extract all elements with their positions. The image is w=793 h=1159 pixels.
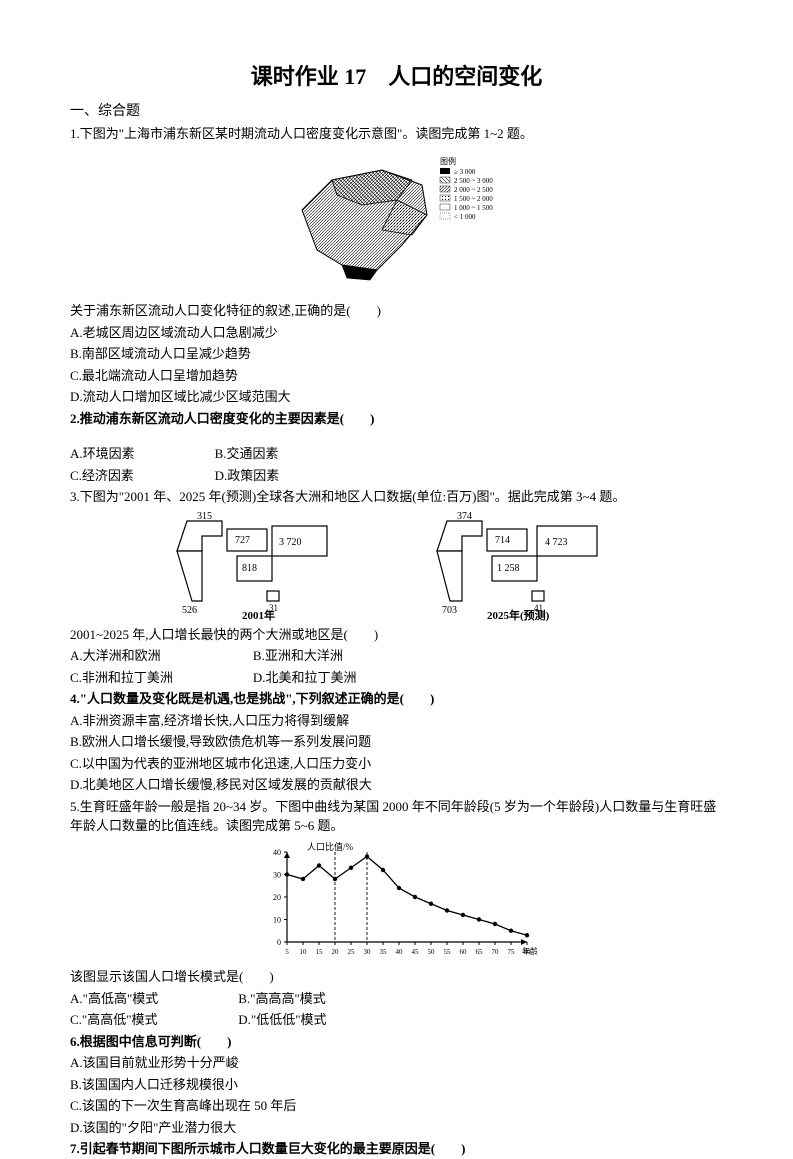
svg-text:2 500 ~ 3 000: 2 500 ~ 3 000 [454,177,493,185]
q1-opt-d: D.流动人口增加区域比减少区域范围大 [70,387,723,407]
q5-stem: 5.生育旺盛年龄一般是指 20~34 岁。下图中曲线为某国 2000 年不同年龄… [70,797,723,836]
q4-opt-c: C.以中国为代表的亚洲地区城市化迅速,人口压力变小 [70,754,723,774]
q1-opt-c: C.最北端流动人口呈增加趋势 [70,366,723,386]
q5-opt-d: D."低低低"模式 [238,1010,326,1030]
svg-text:年龄/岁: 年龄/岁 [522,946,537,956]
svg-text:374: 374 [457,511,472,522]
svg-text:3 720: 3 720 [279,537,302,548]
svg-text:< 1 000: < 1 000 [454,213,476,221]
q5-opt-a: A."高低高"模式 [70,989,158,1009]
svg-text:526: 526 [182,605,197,616]
q1-opt-a: A.老城区周边区域流动人口急剧减少 [70,323,723,343]
q6-opt-c: C.该国的下一次生育高峰出现在 50 年后 [70,1096,723,1116]
svg-text:35: 35 [379,948,387,956]
svg-text:人口比值/%: 人口比值/% [307,841,354,852]
q2-opt-a: A.环境因素 [70,444,135,464]
q6-opt-d: D.该国的"夕阳"产业潜力很大 [70,1118,723,1138]
svg-text:45: 45 [411,948,419,956]
q1-sub: 关于浦东新区流动人口变化特征的叙述,正确的是( ) [70,301,723,321]
svg-text:1 000 ~ 1 500: 1 000 ~ 1 500 [454,204,493,212]
q5-sub: 该图显示该国人口增长模式是( ) [70,967,723,987]
q2-opt-d: D.政策因素 [215,466,280,486]
svg-text:25: 25 [347,948,355,956]
q3-opt-d: D.北美和拉丁美洲 [253,668,357,688]
q3-sub: 2001~2025 年,人口增长最快的两个大洲或地区是( ) [70,625,723,645]
q3-opt-c: C.非洲和拉丁美洲 [70,668,173,688]
svg-text:70: 70 [491,948,499,956]
svg-text:1 500 ~ 2 000: 1 500 ~ 2 000 [454,195,493,203]
svg-text:30: 30 [363,948,371,956]
svg-text:10: 10 [299,948,307,956]
q4-opt-d: D.北美地区人口增长缓慢,移民对区域发展的贡献很大 [70,775,723,795]
q3-stem: 3.下图为"2001 年、2025 年(预测)全球各大洲和地区人口数据(单位:百… [70,487,723,507]
svg-text:714: 714 [495,535,510,546]
q1-stem: 1.下图为"上海市浦东新区某时期流动人口密度变化示意图"。读图完成第 1~2 题… [70,124,723,144]
q6-opt-a: A.该国目前就业形势十分严峻 [70,1053,723,1073]
svg-text:315: 315 [197,511,212,522]
q1-opt-b: B.南部区域流动人口呈减少趋势 [70,344,723,364]
q5-figure: 人口比值/% 0 10 20 30 40 5 10 15 20 25 30 35 40 45 50 55 60 65… [70,840,723,966]
svg-text:40: 40 [395,948,403,956]
svg-text:50: 50 [427,948,435,956]
svg-text:10: 10 [273,915,281,924]
q4-stem: 4."人口数量及变化既是机遇,也是挑战",下列叙述正确的是( ) [70,689,723,709]
svg-text:0: 0 [277,938,281,947]
q3-opt-b: B.亚洲和大洋洲 [253,646,357,666]
q6-opt-b: B.该国国内人口迁移规模很小 [70,1075,723,1095]
legend-title: 图例 [440,156,456,166]
svg-text:727: 727 [235,535,250,546]
q2-stem: 2.推动浦东新区流动人口密度变化的主要因素是( ) [70,409,723,429]
q3-figure: 315 526 727 818 3 720 31 2001年 374 703 [70,511,723,621]
svg-text:20: 20 [273,893,281,902]
svg-text:1 258: 1 258 [497,563,520,574]
svg-text:818: 818 [242,563,257,574]
svg-text:4 723: 4 723 [545,537,568,548]
q5-opt-b: B."高高高"模式 [238,989,326,1009]
section-heading: 一、综合题 [70,101,723,122]
svg-text:40: 40 [273,848,281,857]
q2-opt-c: C.经济因素 [70,466,135,486]
svg-text:2025年(预测): 2025年(预测) [487,608,550,621]
svg-text:5: 5 [285,948,289,956]
svg-text:75: 75 [507,948,515,956]
q4-opt-a: A.非洲资源丰富,经济增长快,人口压力将得到缓解 [70,711,723,731]
svg-text:15: 15 [315,948,323,956]
svg-text:30: 30 [273,870,281,879]
q7-stem: 7.引起春节期间下图所示城市人口数量巨大变化的最主要原因是( ) [70,1139,723,1159]
svg-text:20: 20 [331,948,339,956]
page-title: 课时作业 17 人口的空间变化 [70,60,723,93]
svg-text:≥ 3 000: ≥ 3 000 [454,168,476,176]
svg-text:55: 55 [443,948,451,956]
svg-text:60: 60 [459,948,467,956]
q6-stem: 6.根据图中信息可判断( ) [70,1032,723,1052]
svg-text:2001年: 2001年 [242,608,275,621]
q2-opt-b: B.交通因素 [215,444,280,464]
q1-figure: 图例 ≥ 3 000 2 500 ~ 3 000 2 000 ~ 2 500 1… [70,150,723,296]
svg-text:65: 65 [475,948,483,956]
q4-opt-b: B.欧洲人口增长缓慢,导致欧债危机等一系列发展问题 [70,732,723,752]
svg-text:703: 703 [442,605,457,616]
q3-opt-a: A.大洋洲和欧洲 [70,646,173,666]
svg-text:2 000 ~ 2 500: 2 000 ~ 2 500 [454,186,493,194]
q5-opt-c: C."高高低"模式 [70,1010,158,1030]
